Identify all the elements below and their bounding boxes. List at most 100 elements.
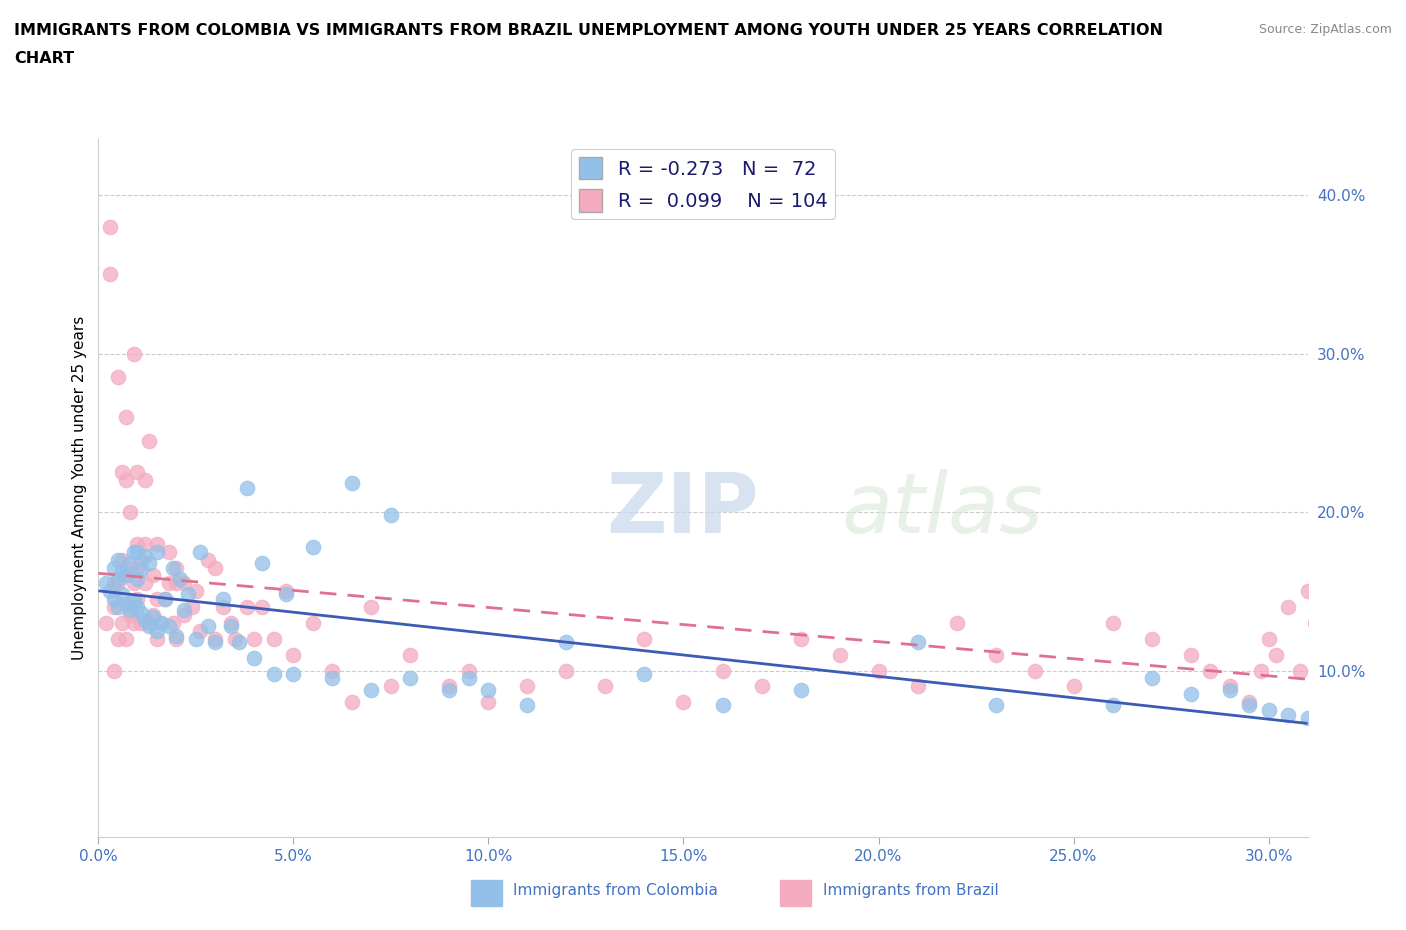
Point — [173, 576, 195, 591]
Point — [1101, 698, 1123, 713]
Point — [197, 618, 219, 633]
Point — [984, 698, 1007, 713]
Point — [157, 576, 180, 591]
Point — [243, 631, 266, 646]
Point — [1219, 679, 1241, 694]
Point — [127, 544, 149, 559]
Point — [477, 695, 499, 710]
Point — [142, 609, 165, 624]
Point — [127, 465, 149, 480]
Point — [235, 600, 257, 615]
Point — [184, 631, 207, 646]
Point — [1180, 687, 1202, 702]
Point — [111, 465, 134, 480]
Point — [188, 544, 211, 559]
Point — [555, 634, 578, 649]
Point — [149, 616, 172, 631]
Point — [907, 679, 929, 694]
Point — [224, 631, 246, 646]
Point — [122, 346, 145, 361]
Point — [122, 544, 145, 559]
Point — [204, 560, 226, 575]
Point — [219, 616, 242, 631]
Point — [1250, 663, 1272, 678]
Point — [321, 663, 343, 678]
Point — [828, 647, 851, 662]
Point — [228, 634, 250, 649]
Y-axis label: Unemployment Among Youth under 25 years: Unemployment Among Youth under 25 years — [72, 316, 87, 660]
Point — [134, 537, 156, 551]
Point — [243, 650, 266, 665]
Point — [157, 618, 180, 633]
Point — [672, 695, 695, 710]
Point — [283, 647, 305, 662]
Point — [516, 698, 538, 713]
Point — [118, 603, 141, 618]
Point — [138, 618, 160, 633]
Point — [1277, 708, 1299, 723]
Point — [138, 555, 160, 570]
Point — [146, 623, 169, 638]
Point — [107, 552, 129, 567]
Point — [984, 647, 1007, 662]
Point — [263, 631, 285, 646]
Point — [165, 560, 187, 575]
Point — [439, 682, 461, 697]
Point — [134, 472, 156, 487]
Point — [219, 618, 242, 633]
Point — [114, 568, 136, 583]
Point — [380, 508, 402, 523]
Point — [107, 571, 129, 586]
Point — [555, 663, 578, 678]
Point — [283, 666, 305, 681]
Point — [1320, 600, 1343, 615]
Point — [107, 576, 129, 591]
Point — [789, 631, 811, 646]
Point — [107, 370, 129, 385]
Point — [103, 591, 125, 606]
Point — [114, 409, 136, 424]
Point — [302, 616, 325, 631]
Point — [169, 571, 191, 586]
Point — [122, 593, 145, 608]
Point — [1257, 631, 1279, 646]
Point — [1288, 663, 1310, 678]
Point — [1323, 631, 1346, 646]
Point — [458, 663, 481, 678]
Point — [162, 616, 184, 631]
Point — [114, 596, 136, 611]
Point — [146, 537, 169, 551]
Point — [127, 537, 149, 551]
Point — [1140, 631, 1163, 646]
Point — [1219, 682, 1241, 697]
Point — [146, 544, 169, 559]
Point — [1257, 703, 1279, 718]
Point — [1237, 695, 1260, 710]
Point — [131, 562, 153, 577]
Point — [711, 663, 734, 678]
Point — [204, 634, 226, 649]
Point — [1296, 711, 1319, 725]
Point — [212, 591, 235, 606]
Point — [252, 600, 274, 615]
Point — [162, 560, 184, 575]
Point — [399, 671, 422, 686]
Point — [98, 267, 121, 282]
Point — [131, 606, 153, 621]
Point — [118, 555, 141, 570]
Point — [142, 568, 165, 583]
Point — [98, 584, 121, 599]
Point — [945, 616, 967, 631]
Point — [197, 552, 219, 567]
Point — [127, 560, 149, 575]
Point — [103, 663, 125, 678]
Point — [274, 584, 297, 599]
Point — [134, 549, 156, 564]
Point — [165, 629, 187, 644]
Point — [252, 555, 274, 570]
Point — [153, 591, 176, 606]
Point — [1296, 584, 1319, 599]
Point — [103, 600, 125, 615]
Point — [633, 631, 655, 646]
Legend: R = -0.273   N =  72, R =  0.099    N = 104: R = -0.273 N = 72, R = 0.099 N = 104 — [571, 149, 835, 219]
